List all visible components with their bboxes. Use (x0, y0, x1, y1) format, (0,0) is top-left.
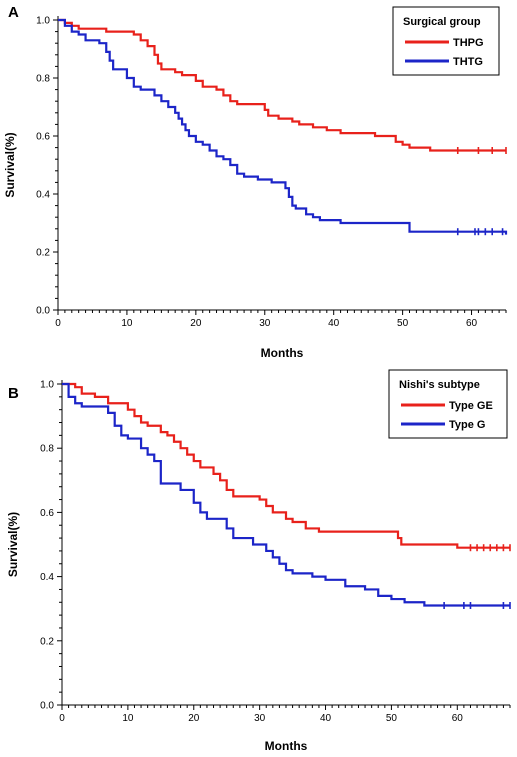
x-tick-label: 0 (59, 713, 65, 724)
survival-curve-red (58, 18, 506, 152)
x-axis-title: Months (265, 739, 308, 753)
y-tick-label: 1.0 (40, 380, 54, 391)
x-tick-label: 50 (397, 318, 409, 329)
y-tick-label: 0.6 (40, 508, 54, 519)
legend-label: Type G (449, 419, 485, 431)
legend-label: THPG (453, 37, 484, 49)
legend-label: Type GE (449, 400, 493, 412)
y-tick-label: 0.0 (36, 306, 50, 317)
y-tick-label: 0.0 (40, 701, 54, 712)
panel-letter: A (8, 4, 19, 21)
panel-a-chart: A 0 10 20 30 40 50 60 0.0 0.2 0.4 0.6 0.8 1.0 Months Su… (3, 4, 508, 360)
y-tick-label: 0.4 (36, 190, 50, 201)
legend-title: Nishi's subtype (399, 379, 480, 391)
x-tick-label: 40 (320, 713, 332, 724)
survival-curve-red (62, 382, 510, 549)
x-tick-label: 30 (259, 318, 271, 329)
y-tick-label: 0.8 (36, 74, 50, 85)
x-tick-label: 10 (122, 713, 134, 724)
x-tick-label: 60 (452, 713, 464, 724)
survival-curve-blue (58, 18, 508, 235)
legend-label: THTG (453, 56, 483, 68)
x-tick-label: 30 (254, 713, 266, 724)
x-tick-label: 20 (188, 713, 200, 724)
y-axis-title: Survival(%) (6, 512, 20, 577)
x-axis-title: Months (261, 346, 304, 360)
survival-curve-blue (62, 382, 510, 607)
y-tick-label: 1.0 (36, 16, 50, 27)
x-tick-label: 40 (328, 318, 340, 329)
x-tick-label: 0 (55, 318, 61, 329)
x-tick-label: 60 (466, 318, 478, 329)
legend-title: Surgical group (403, 16, 481, 28)
y-tick-label: 0.2 (40, 636, 54, 647)
x-tick-label: 50 (386, 713, 398, 724)
y-tick-label: 0.8 (40, 444, 54, 455)
panel-b-chart: B 0 10 20 30 40 50 60 0.0 0.2 0.4 0.6 0.8 1.0 Months Su… (6, 369, 511, 753)
x-tick-label: 10 (121, 318, 133, 329)
x-tick-label: 20 (190, 318, 202, 329)
y-axis-title: Survival(%) (3, 132, 17, 197)
y-tick-label: 0.2 (36, 248, 50, 259)
panel-letter: B (8, 385, 19, 402)
y-tick-label: 0.4 (40, 572, 54, 583)
y-tick-label: 0.6 (36, 132, 50, 143)
